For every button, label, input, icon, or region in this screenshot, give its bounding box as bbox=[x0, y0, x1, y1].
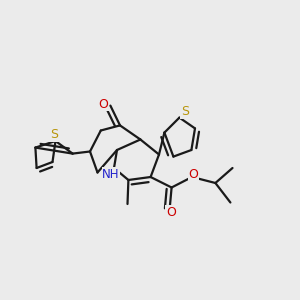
Text: NH: NH bbox=[102, 168, 120, 181]
Text: O: O bbox=[166, 206, 176, 219]
Text: S: S bbox=[50, 128, 58, 142]
Text: S: S bbox=[181, 105, 189, 118]
Text: O: O bbox=[98, 98, 108, 111]
Text: O: O bbox=[189, 168, 198, 181]
